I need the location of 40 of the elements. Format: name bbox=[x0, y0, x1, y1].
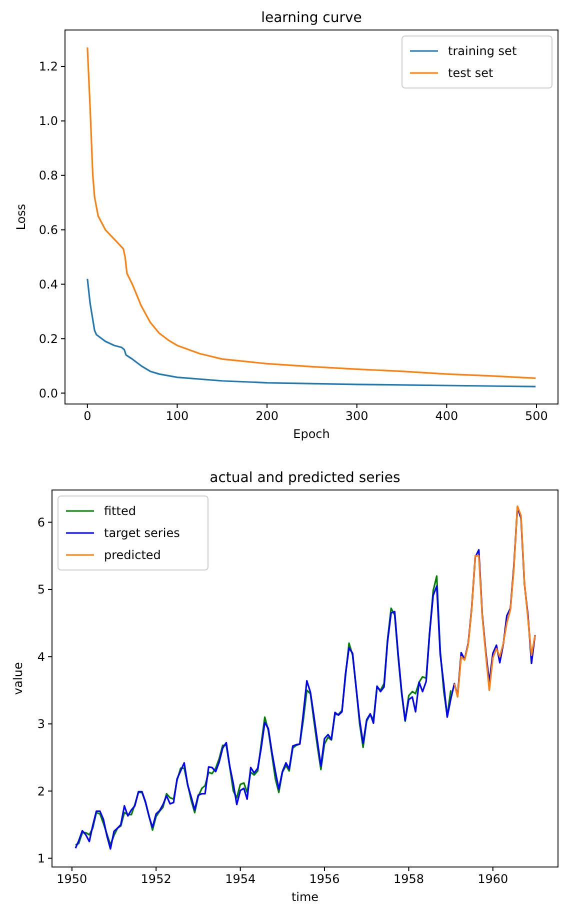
chart-title: actual and predicted series bbox=[210, 470, 400, 486]
y-axis-title: Loss bbox=[14, 204, 28, 230]
y-tick-label: 5 bbox=[37, 582, 45, 597]
y-tick-label: 1.0 bbox=[38, 114, 58, 128]
y-axis-title: value bbox=[11, 662, 25, 695]
x-axis-title: Epoch bbox=[293, 427, 330, 441]
line-series bbox=[74, 575, 452, 846]
x-tick-label: 1952 bbox=[140, 872, 172, 886]
x-tick-label: 300 bbox=[345, 409, 368, 423]
y-tick-label: 0.8 bbox=[38, 168, 58, 183]
chart-title: learning curve bbox=[261, 10, 362, 26]
x-tick-label: 200 bbox=[256, 409, 278, 423]
x-axis-title: time bbox=[291, 890, 319, 904]
y-tick-label: 1 bbox=[37, 851, 45, 866]
y-tick-label: 0.4 bbox=[38, 277, 58, 292]
x-tick-label: 1950 bbox=[56, 872, 88, 886]
x-tick-label: 1960 bbox=[478, 872, 508, 886]
y-tick-label: 6 bbox=[37, 515, 45, 530]
x-tick-label: 1956 bbox=[309, 872, 340, 886]
line-series bbox=[86, 46, 536, 379]
y-tick-label: 0.2 bbox=[38, 332, 58, 346]
legend-label: predicted bbox=[104, 548, 161, 562]
legend-label: test set bbox=[448, 66, 494, 80]
legend-label: training set bbox=[448, 44, 517, 58]
x-tick-label: 400 bbox=[435, 409, 458, 423]
x-tick-label: 100 bbox=[166, 409, 189, 423]
y-tick-label: 3 bbox=[37, 717, 45, 732]
legend-label: fitted bbox=[104, 504, 136, 518]
line-series bbox=[86, 278, 536, 388]
legend-label: target series bbox=[104, 526, 180, 540]
y-tick-label: 0.6 bbox=[38, 222, 58, 237]
y-tick-label: 4 bbox=[37, 650, 45, 664]
y-tick-label: 2 bbox=[37, 784, 45, 798]
y-tick-label: 0.0 bbox=[38, 386, 58, 400]
x-tick-label: 0 bbox=[84, 409, 92, 423]
line-series bbox=[454, 505, 536, 698]
x-tick-label: 500 bbox=[525, 409, 548, 423]
x-tick-label: 1954 bbox=[225, 872, 256, 886]
x-tick-label: 1958 bbox=[393, 872, 424, 886]
y-tick-label: 1.2 bbox=[38, 60, 58, 74]
